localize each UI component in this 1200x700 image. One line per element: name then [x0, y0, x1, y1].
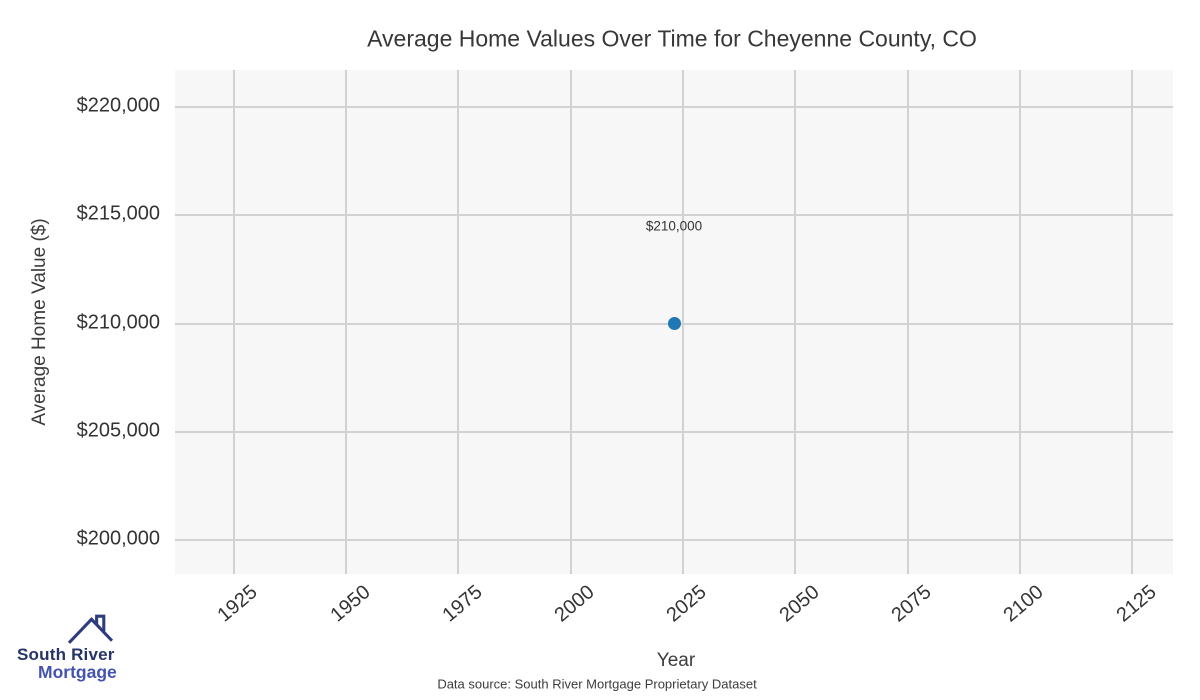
x-gridline	[232, 70, 235, 574]
x-gridline	[681, 70, 684, 574]
y-tick-label: $200,000	[76, 527, 160, 550]
x-gridline	[794, 70, 797, 574]
x-gridline	[345, 70, 348, 574]
y-axis-title: Average Home Value ($)	[29, 218, 50, 426]
x-gridline	[569, 70, 572, 574]
x-gridline	[906, 70, 909, 574]
data-point-label: $210,000	[645, 218, 703, 233]
y-gridline	[175, 106, 1173, 109]
plot-area: $210,000	[175, 70, 1173, 574]
y-tick-label: $205,000	[76, 419, 160, 442]
x-gridline	[1018, 70, 1021, 574]
x-gridline	[457, 70, 460, 574]
data-source-note: Data source: South River Mortgage Propri…	[437, 676, 757, 692]
x-tick-label: 1925	[213, 581, 262, 627]
x-tick-label: 2000	[550, 581, 599, 627]
y-tick-label: $215,000	[76, 202, 160, 225]
y-tick-label: $210,000	[76, 310, 160, 333]
house-roof-icon	[68, 614, 113, 644]
x-tick-label: 2100	[999, 581, 1048, 627]
x-gridline	[1131, 70, 1134, 574]
x-tick-label: 2125	[1112, 581, 1161, 627]
x-tick-label: 2025	[662, 581, 712, 627]
chart-title: Average Home Values Over Time for Cheyen…	[367, 25, 977, 52]
y-gridline	[175, 430, 1173, 433]
x-tick-label: 2050	[775, 581, 824, 627]
y-tick-label: $220,000	[76, 94, 160, 117]
x-tick-label: 1975	[438, 581, 487, 627]
x-axis-title: Year	[656, 650, 696, 671]
logo-text-line1: South River	[17, 645, 115, 664]
y-gridline	[175, 214, 1173, 217]
data-point-marker[interactable]	[667, 317, 681, 330]
logo-text-line2: Mortgage	[38, 662, 117, 682]
y-gridline	[175, 539, 1173, 541]
x-tick-label: 2075	[887, 581, 936, 627]
south-river-mortgage-logo: South River Mortgage	[15, 614, 130, 686]
x-tick-label: 1950	[326, 581, 375, 627]
